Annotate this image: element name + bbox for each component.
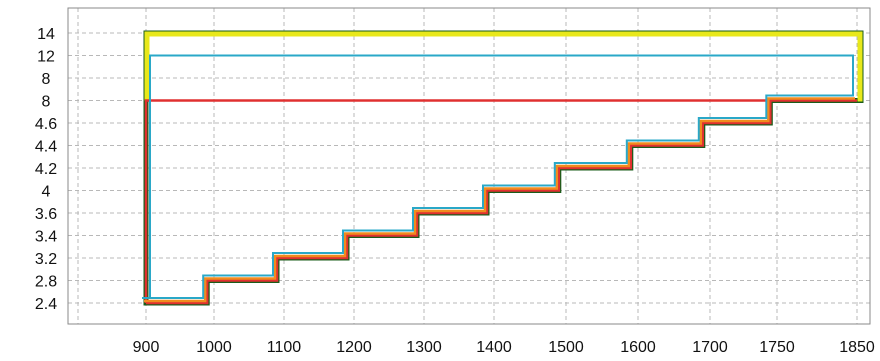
series-line-cyan — [142, 54, 854, 299]
series-line-orange — [144, 97, 855, 303]
series-group — [142, 30, 864, 306]
y-tick-label: 8 — [42, 71, 51, 88]
x-tick-label: 1750 — [759, 339, 795, 356]
x-tick-label: 1700 — [692, 339, 728, 356]
x-tick-label: 1000 — [196, 339, 232, 356]
x-tick-label: 1600 — [620, 339, 656, 356]
y-tick-label: 3.6 — [35, 206, 57, 223]
x-tick-label: 1400 — [476, 339, 512, 356]
y-tick-label: 3.4 — [35, 229, 57, 246]
y-tick-label: 8 — [42, 94, 51, 111]
series-line-red — [144, 99, 857, 305]
series-line-yellow — [144, 31, 863, 102]
y-tick-label: 4 — [42, 184, 51, 201]
x-tick-label: 1200 — [336, 339, 372, 356]
y-tick-label: 2.4 — [35, 296, 57, 313]
x-tick-label: 1100 — [267, 339, 302, 356]
x-tick-label: 1300 — [406, 339, 442, 356]
y-tick-label: 4.6 — [35, 116, 57, 133]
y-axis-ticks: 14 12 8 8 4.6 4.4 4.2 4 3.6 3.4 3.2 2.8 2.4 — [35, 26, 57, 313]
y-tick-label: 14 — [37, 26, 55, 43]
x-tick-label: 900 — [133, 339, 160, 356]
y-tick-label: 4.2 — [35, 161, 57, 178]
y-tick-label: 2.8 — [35, 274, 57, 291]
x-tick-label: 1500 — [548, 339, 584, 356]
y-tick-label: 4.4 — [35, 139, 57, 156]
y-tick-label: 3.2 — [35, 251, 57, 268]
plot-frame — [67, 7, 871, 325]
x-axis-ticks: 900 1000 1100 1200 1300 1400 1500 1600 1700 1750 1… — [133, 339, 875, 356]
y-tick-label: 12 — [37, 49, 55, 66]
x-tick-label: 1850 — [839, 339, 875, 356]
